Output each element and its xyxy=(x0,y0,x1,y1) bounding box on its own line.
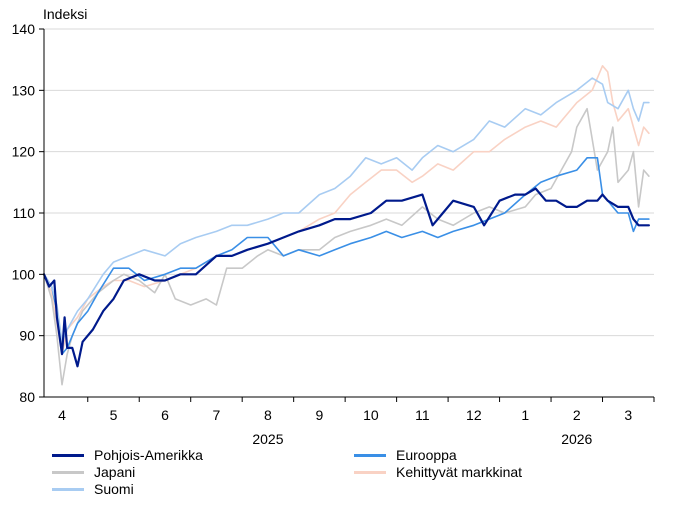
x-month-label: 8 xyxy=(264,407,272,423)
legend-label: Eurooppa xyxy=(396,447,457,463)
y-tick-label: 110 xyxy=(13,205,36,221)
legend-swatch xyxy=(52,471,84,474)
x-month-label: 12 xyxy=(466,407,482,423)
legend-label: Pohjois-Amerikka xyxy=(94,447,203,463)
x-month-label: 4 xyxy=(58,407,66,423)
series-line-suomi xyxy=(43,77,650,343)
legend-label: Japani xyxy=(94,464,136,480)
y-tick-label: 90 xyxy=(19,328,35,344)
x-month-label: 9 xyxy=(316,407,324,423)
series-line-japani xyxy=(43,107,650,386)
x-month-label: 2 xyxy=(573,407,581,423)
y-tick-label: 120 xyxy=(12,144,36,160)
legend-swatch xyxy=(354,454,386,457)
x-month-label: 5 xyxy=(110,407,118,423)
legend-label: Kehittyvät markkinat xyxy=(396,464,523,480)
x-month-label: 1 xyxy=(521,407,529,423)
legend-swatch xyxy=(52,488,84,491)
x-year-label: 2026 xyxy=(561,431,592,447)
x-month-label: 3 xyxy=(624,407,632,423)
y-axis-title: Indeksi xyxy=(43,6,87,22)
x-year-label: 2025 xyxy=(252,431,283,447)
x-month-label: 6 xyxy=(161,407,169,423)
legend-label: Suomi xyxy=(94,481,134,497)
legend-swatch xyxy=(354,471,386,474)
x-month-label: 10 xyxy=(363,407,379,423)
series-line-pohjois-amerikka xyxy=(42,187,650,368)
y-tick-label: 140 xyxy=(12,21,36,37)
series-line-kehittyv-t-markkinat xyxy=(43,65,650,355)
y-tick-label: 80 xyxy=(19,389,35,405)
y-tick-label: 130 xyxy=(12,82,36,98)
x-month-label: 11 xyxy=(415,407,430,423)
series-line-eurooppa xyxy=(43,157,650,355)
legend-swatch xyxy=(52,454,84,457)
x-month-label: 7 xyxy=(213,407,221,423)
y-tick-label: 100 xyxy=(12,266,36,282)
